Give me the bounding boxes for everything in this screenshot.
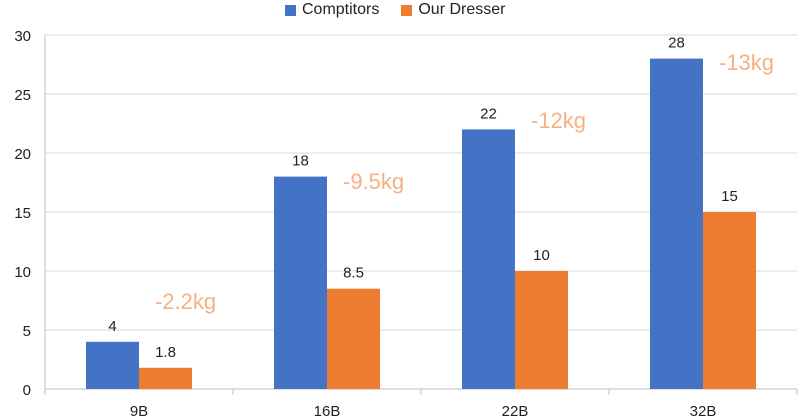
data-label-our-dresser-9B: 1.8 xyxy=(155,344,176,361)
legend-label-our-dresser: Our Dresser xyxy=(418,1,506,18)
legend-item-competitors: Comptitors xyxy=(285,1,379,19)
legend-item-our-dresser: Our Dresser xyxy=(401,1,505,19)
legend-label-competitors: Comptitors xyxy=(302,1,380,18)
y-tick-label-25: 25 xyxy=(14,87,31,104)
y-tick-label-20: 20 xyxy=(14,146,31,163)
data-label-competitors-16B: 18 xyxy=(292,153,309,170)
bar-competitors-22B xyxy=(462,129,515,389)
x-tick-label-9B: 9B xyxy=(130,403,148,420)
x-tick-label-16B: 16B xyxy=(314,403,341,420)
annotation-9B: -2.2kg xyxy=(155,289,216,314)
legend-swatch-competitors xyxy=(285,4,296,16)
data-label-competitors-9B: 4 xyxy=(108,318,116,335)
annotation-22B: -12kg xyxy=(531,108,586,133)
annotation-16B: -9.5kg xyxy=(343,169,404,194)
y-tick-label-5: 5 xyxy=(23,323,31,340)
data-label-our-dresser-22B: 10 xyxy=(533,247,550,264)
bar-competitors-9B xyxy=(86,341,139,389)
data-label-competitors-22B: 22 xyxy=(480,105,497,122)
bar-our-dresser-32B xyxy=(703,212,756,389)
bar-our-dresser-9B xyxy=(139,367,192,389)
bar-our-dresser-16B xyxy=(327,288,380,389)
bar-our-dresser-22B xyxy=(515,271,568,389)
bar-competitors-16B xyxy=(274,176,327,389)
bar-competitors-32B xyxy=(650,58,703,389)
data-label-competitors-32B: 28 xyxy=(668,35,685,52)
legend-swatch-our-dresser xyxy=(401,4,413,16)
x-tick-label-32B: 32B xyxy=(690,403,717,420)
y-tick-label-10: 10 xyxy=(14,264,31,281)
y-tick-label-0: 0 xyxy=(23,382,31,399)
data-label-our-dresser-16B: 8.5 xyxy=(343,265,364,282)
y-tick-label-30: 30 xyxy=(14,28,31,45)
x-tick-label-22B: 22B xyxy=(502,403,529,420)
data-label-our-dresser-32B: 15 xyxy=(721,188,738,205)
legend: Comptitors Our Dresser xyxy=(285,0,527,20)
annotation-32B: -13kg xyxy=(719,50,774,75)
y-tick-label-15: 15 xyxy=(14,205,31,222)
